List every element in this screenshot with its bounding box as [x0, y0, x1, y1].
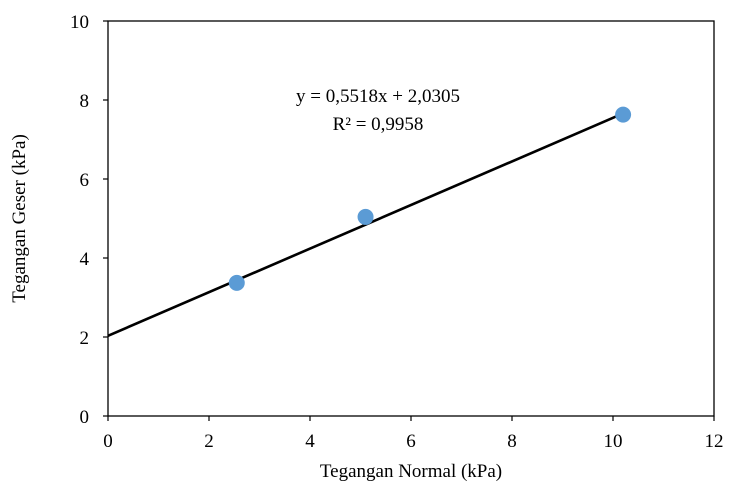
- y-tick-label: 4: [80, 249, 90, 270]
- plot-area: [107, 20, 715, 417]
- x-tick-label: 6: [406, 431, 416, 452]
- x-tick-label: 4: [305, 431, 315, 452]
- y-tick-label: 10: [70, 12, 89, 33]
- x-tick-label: 2: [204, 431, 214, 452]
- data-point: [615, 106, 632, 123]
- y-tick-label: 6: [80, 170, 90, 191]
- data-point: [357, 208, 374, 225]
- x-axis-ticks: 0 2 4 6 8 10 12: [103, 416, 724, 452]
- y-axis-ticks: 0 2 4 6 8 10: [70, 12, 108, 428]
- trendline-equation: y = 0,5518x + 2,0305: [296, 86, 460, 107]
- x-axis-label: Tegangan Normal (kPa): [320, 461, 502, 482]
- x-tick-label: 0: [103, 431, 113, 452]
- r-squared-label: R² = 0,9958: [333, 114, 424, 135]
- y-tick-label: 8: [80, 91, 90, 112]
- y-tick-label: 2: [80, 328, 90, 349]
- x-tick-label: 10: [604, 431, 623, 452]
- data-point: [228, 274, 245, 291]
- data-points: [228, 106, 632, 291]
- x-tick-label: 12: [705, 431, 724, 452]
- y-tick-label: 0: [80, 407, 90, 428]
- y-axis-label: Tegangan Geser (kPa): [9, 134, 30, 303]
- x-tick-label: 8: [507, 431, 517, 452]
